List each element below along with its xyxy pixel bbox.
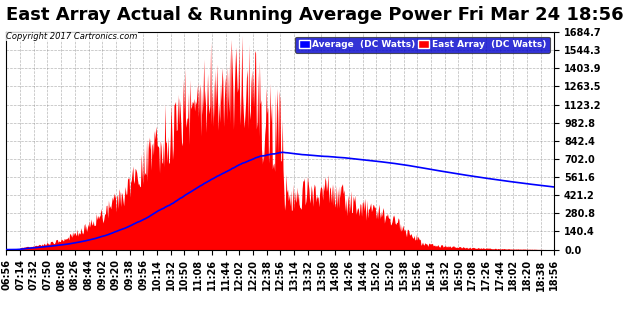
Legend: Average  (DC Watts), East Array  (DC Watts): Average (DC Watts), East Array (DC Watts…: [295, 36, 550, 53]
Text: East Array Actual & Running Average Power Fri Mar 24 18:56: East Array Actual & Running Average Powe…: [6, 6, 624, 24]
Text: Copyright 2017 Cartronics.com: Copyright 2017 Cartronics.com: [6, 32, 138, 41]
